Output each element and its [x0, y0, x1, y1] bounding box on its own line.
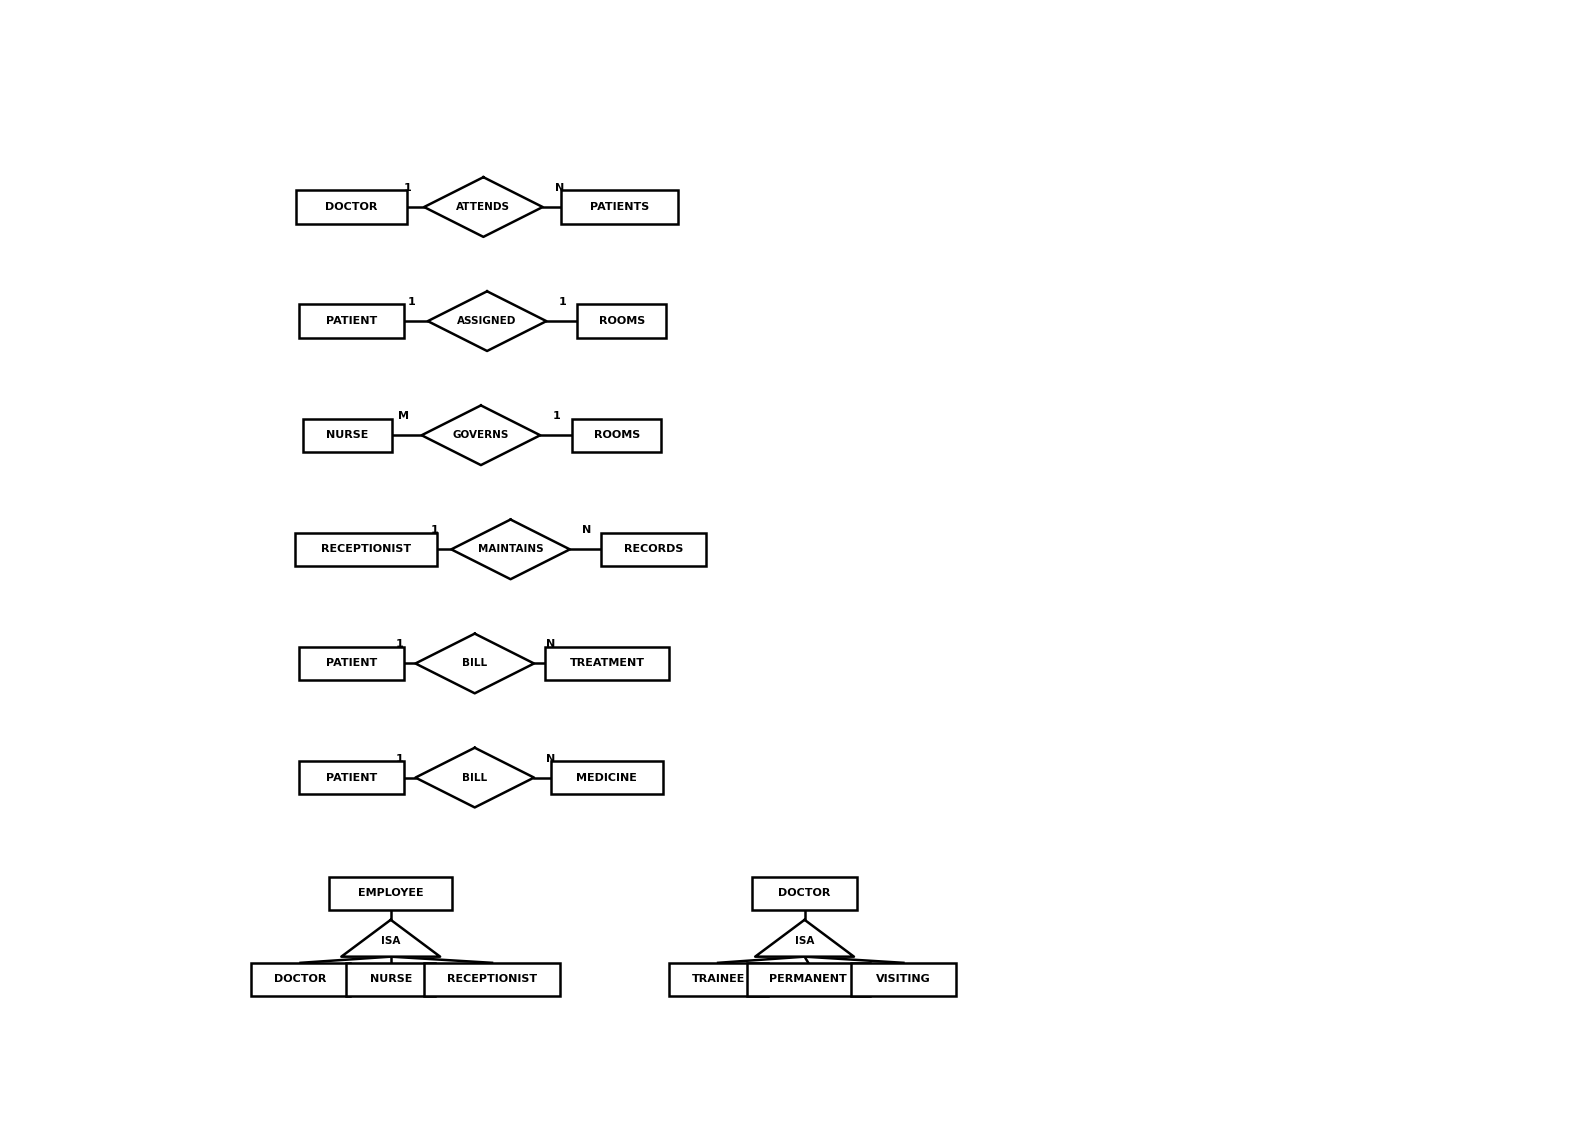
FancyBboxPatch shape [577, 304, 666, 337]
Text: VISITING: VISITING [877, 975, 931, 985]
FancyBboxPatch shape [346, 963, 435, 996]
Text: ROOMS: ROOMS [593, 430, 639, 440]
Text: NURSE: NURSE [327, 430, 368, 440]
Text: MAINTAINS: MAINTAINS [478, 545, 544, 554]
Text: PATIENT: PATIENT [325, 316, 376, 326]
Polygon shape [756, 920, 854, 956]
Text: 1: 1 [559, 298, 566, 307]
Polygon shape [424, 177, 542, 237]
Text: N: N [547, 754, 556, 764]
FancyBboxPatch shape [252, 963, 351, 996]
Text: N: N [547, 640, 556, 650]
FancyBboxPatch shape [746, 963, 870, 996]
FancyBboxPatch shape [295, 532, 437, 567]
Polygon shape [416, 634, 534, 693]
Text: M: M [398, 412, 410, 421]
FancyBboxPatch shape [295, 190, 406, 223]
Text: NURSE: NURSE [370, 975, 411, 985]
Text: TREATMENT: TREATMENT [569, 659, 644, 668]
Text: RECEPTIONIST: RECEPTIONIST [320, 545, 411, 554]
Polygon shape [427, 292, 547, 351]
Text: 1: 1 [553, 412, 561, 421]
Text: RECORDS: RECORDS [625, 545, 684, 554]
Text: 1: 1 [430, 526, 438, 536]
FancyBboxPatch shape [298, 760, 403, 795]
FancyBboxPatch shape [298, 646, 403, 681]
FancyBboxPatch shape [601, 532, 706, 567]
FancyBboxPatch shape [545, 646, 669, 681]
FancyBboxPatch shape [552, 760, 663, 795]
FancyBboxPatch shape [851, 963, 956, 996]
Text: PATIENT: PATIENT [325, 773, 376, 782]
FancyBboxPatch shape [328, 877, 453, 910]
Text: ASSIGNED: ASSIGNED [457, 316, 516, 326]
Text: RECEPTIONIST: RECEPTIONIST [446, 975, 537, 985]
Polygon shape [416, 748, 534, 807]
FancyBboxPatch shape [752, 877, 858, 910]
Text: 1: 1 [395, 754, 403, 764]
Text: BILL: BILL [462, 773, 488, 782]
Text: EMPLOYEE: EMPLOYEE [359, 888, 424, 898]
Text: ISA: ISA [381, 936, 400, 946]
Text: DOCTOR: DOCTOR [325, 202, 378, 212]
Text: DOCTOR: DOCTOR [274, 975, 327, 985]
Text: PERMANENT: PERMANENT [770, 975, 846, 985]
Polygon shape [451, 520, 571, 579]
Text: MEDICINE: MEDICINE [577, 773, 638, 782]
Text: PATIENTS: PATIENTS [590, 202, 649, 212]
FancyBboxPatch shape [669, 963, 768, 996]
Text: N: N [555, 184, 564, 193]
Text: TRAINEE: TRAINEE [692, 975, 744, 985]
FancyBboxPatch shape [561, 190, 677, 223]
Text: ISA: ISA [795, 936, 815, 946]
Polygon shape [421, 406, 540, 465]
Text: PATIENT: PATIENT [325, 659, 376, 668]
FancyBboxPatch shape [572, 418, 662, 451]
FancyBboxPatch shape [298, 304, 403, 337]
Text: 1: 1 [408, 298, 416, 307]
Text: BILL: BILL [462, 659, 488, 668]
Text: GOVERNS: GOVERNS [453, 430, 508, 440]
Text: ROOMS: ROOMS [599, 316, 646, 326]
Text: N: N [582, 526, 591, 536]
Text: 1: 1 [403, 184, 411, 193]
FancyBboxPatch shape [424, 963, 559, 996]
FancyBboxPatch shape [303, 418, 392, 451]
Text: 1: 1 [395, 640, 403, 650]
Text: DOCTOR: DOCTOR [778, 888, 830, 898]
Text: ATTENDS: ATTENDS [456, 202, 510, 212]
Polygon shape [341, 920, 440, 956]
